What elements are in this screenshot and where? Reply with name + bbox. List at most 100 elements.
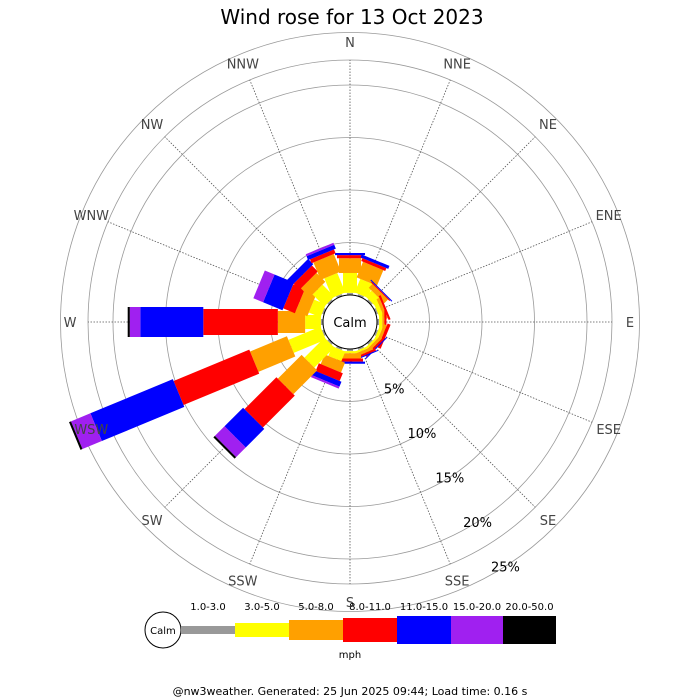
bar-wnw-bin-2: [295, 291, 316, 317]
bar-wsw-bin-4: [90, 379, 185, 442]
legend-bin-label-2: 5.0-8.0: [298, 602, 333, 613]
spoke-ene: [374, 221, 593, 313]
bar-ssw-bin-1: [328, 346, 346, 362]
bar-e-bin-0: [377, 319, 380, 325]
bar-ne-bin-3: [371, 281, 391, 301]
ring-label-5: 5%: [384, 382, 405, 397]
bar-nne-bin-0: [357, 293, 364, 299]
ring-label-20: 20%: [463, 516, 492, 531]
direction-label-wsw: WSW: [74, 423, 108, 438]
bar-nnw-bin-0: [336, 293, 343, 299]
bar-sw-bin-6: [213, 435, 237, 459]
bar-wnw-bin-1: [308, 299, 326, 318]
direction-label-n: N: [345, 36, 355, 51]
bar-w-bin-0: [320, 319, 323, 325]
direction-label-ene: ENE: [596, 209, 622, 224]
bar-nnw-bin-5: [305, 242, 335, 257]
bar-s-bin-2: [339, 353, 361, 359]
legend-bin-label-0: 1.0-3.0: [190, 602, 225, 613]
bar-ssw-bin-2: [320, 354, 346, 373]
bar-se-bin-1: [365, 337, 378, 350]
bar-wsw-bin-3: [173, 349, 260, 406]
bar-wsw-bin-2: [250, 336, 296, 372]
bar-ssw-bin-5: [310, 375, 340, 389]
calm-label: Calm: [333, 316, 366, 331]
bar-wsw-bin-1: [288, 326, 326, 353]
bar-ese-bin-1: [374, 326, 383, 341]
polar-grid: [60, 32, 640, 612]
ring-label-10: 10%: [407, 427, 436, 442]
bar-ne-bin-0: [366, 299, 373, 306]
direction-label-w: W: [64, 316, 77, 331]
legend-swatch-2: [289, 620, 343, 640]
bar-nw-bin-1: [312, 284, 335, 307]
bar-wnw-bin-5: [253, 270, 275, 303]
bar-s-bin-1: [343, 351, 357, 354]
spoke-se: [368, 340, 536, 508]
spoke-ne: [368, 136, 536, 304]
bar-sw-bin-2: [277, 354, 318, 395]
legend-bin-label-1: 3.0-5.0: [244, 602, 279, 613]
bar-wsw-bin-5: [70, 413, 102, 450]
legend-swatch-3: [343, 618, 397, 642]
bar-ese-bin-0: [373, 329, 379, 336]
bar-s-bin-3: [337, 358, 363, 362]
direction-label-nne: NNE: [443, 57, 471, 72]
bar-ssw-bin-4: [311, 370, 342, 387]
legend-swatch-0: [181, 626, 235, 634]
bar-wsw-bin-0: [321, 329, 327, 336]
bar-n-bin-2: [339, 258, 361, 273]
legend-bin-label-4: 11.0-15.0: [400, 602, 448, 613]
bar-ne-bin-2: [368, 283, 389, 304]
speed-legend: Calm 1.0-3.0 3.0-5.0 5.0-8.0 8.0-11.0 11.0-15…: [144, 602, 556, 661]
bar-sw-bin-1: [304, 337, 335, 368]
bar-w-bin-3: [203, 309, 278, 335]
bar-nnw-bin-2: [313, 254, 341, 280]
grid-ring-25: [60, 32, 640, 612]
bar-ene-bin-0: [373, 308, 379, 315]
chart-title: Wind rose for 13 Oct 2023: [220, 5, 483, 29]
legend-calm-label: Calm: [150, 626, 176, 637]
bar-sw-bin-3: [244, 377, 295, 428]
bar-ssw-bin-3: [315, 363, 343, 382]
bar-wsw-bin-6: [69, 421, 83, 450]
bar-ne-bin-4: [370, 279, 393, 302]
bar-sse-bin-0: [357, 345, 364, 351]
direction-label-sse: SSE: [445, 575, 470, 590]
bar-n-bin-0: [347, 292, 353, 295]
bar-nnw-bin-4: [306, 244, 336, 261]
bar-nw-bin-4: [286, 258, 314, 286]
calm-circle: Calm: [322, 294, 378, 350]
bar-sw-bin-0: [327, 338, 334, 345]
bar-nne-bin-2: [356, 261, 384, 286]
bar-ssw-bin-0: [336, 345, 343, 351]
bar-w-bin-4: [140, 307, 204, 337]
bar-w-bin-6: [127, 307, 130, 337]
spoke-sse: [359, 346, 451, 565]
legend-bin-label-6: 20.0-50.0: [505, 602, 553, 613]
spoke-ssw: [249, 346, 341, 565]
bar-nnw-bin-1: [324, 273, 346, 298]
bar-e-bin-1: [379, 315, 383, 329]
bar-w-bin-2: [277, 311, 306, 333]
legend-swatch-4: [397, 616, 451, 644]
bar-nw-bin-0: [327, 299, 334, 306]
bar-nne-bin-1: [354, 278, 374, 298]
direction-label-nw: NW: [141, 118, 164, 133]
footer-text: @nw3weather. Generated: 25 Jun 2025 09:4…: [173, 685, 528, 698]
bar-sw-bin-5: [214, 426, 246, 458]
direction-label-sw: SW: [141, 514, 162, 529]
legend-swatch-5: [451, 616, 503, 644]
direction-labels: N NNE NE ENE E ESE SE SSE S SSW SW WSW W WNW NW NNW: [64, 36, 635, 611]
ring-label-25: 25%: [491, 561, 520, 576]
bar-n-bin-4: [335, 253, 365, 256]
bar-ene-bin-3: [378, 295, 391, 321]
bar-nne-bin-3: [361, 258, 387, 271]
legend-swatch-6: [503, 616, 556, 644]
bar-sse-bin-1: [354, 346, 369, 354]
frequency-bars: [69, 242, 393, 459]
bar-nne-bin-4: [360, 254, 390, 269]
legend-unit: mph: [339, 650, 361, 661]
bar-ne-bin-1: [365, 290, 382, 307]
